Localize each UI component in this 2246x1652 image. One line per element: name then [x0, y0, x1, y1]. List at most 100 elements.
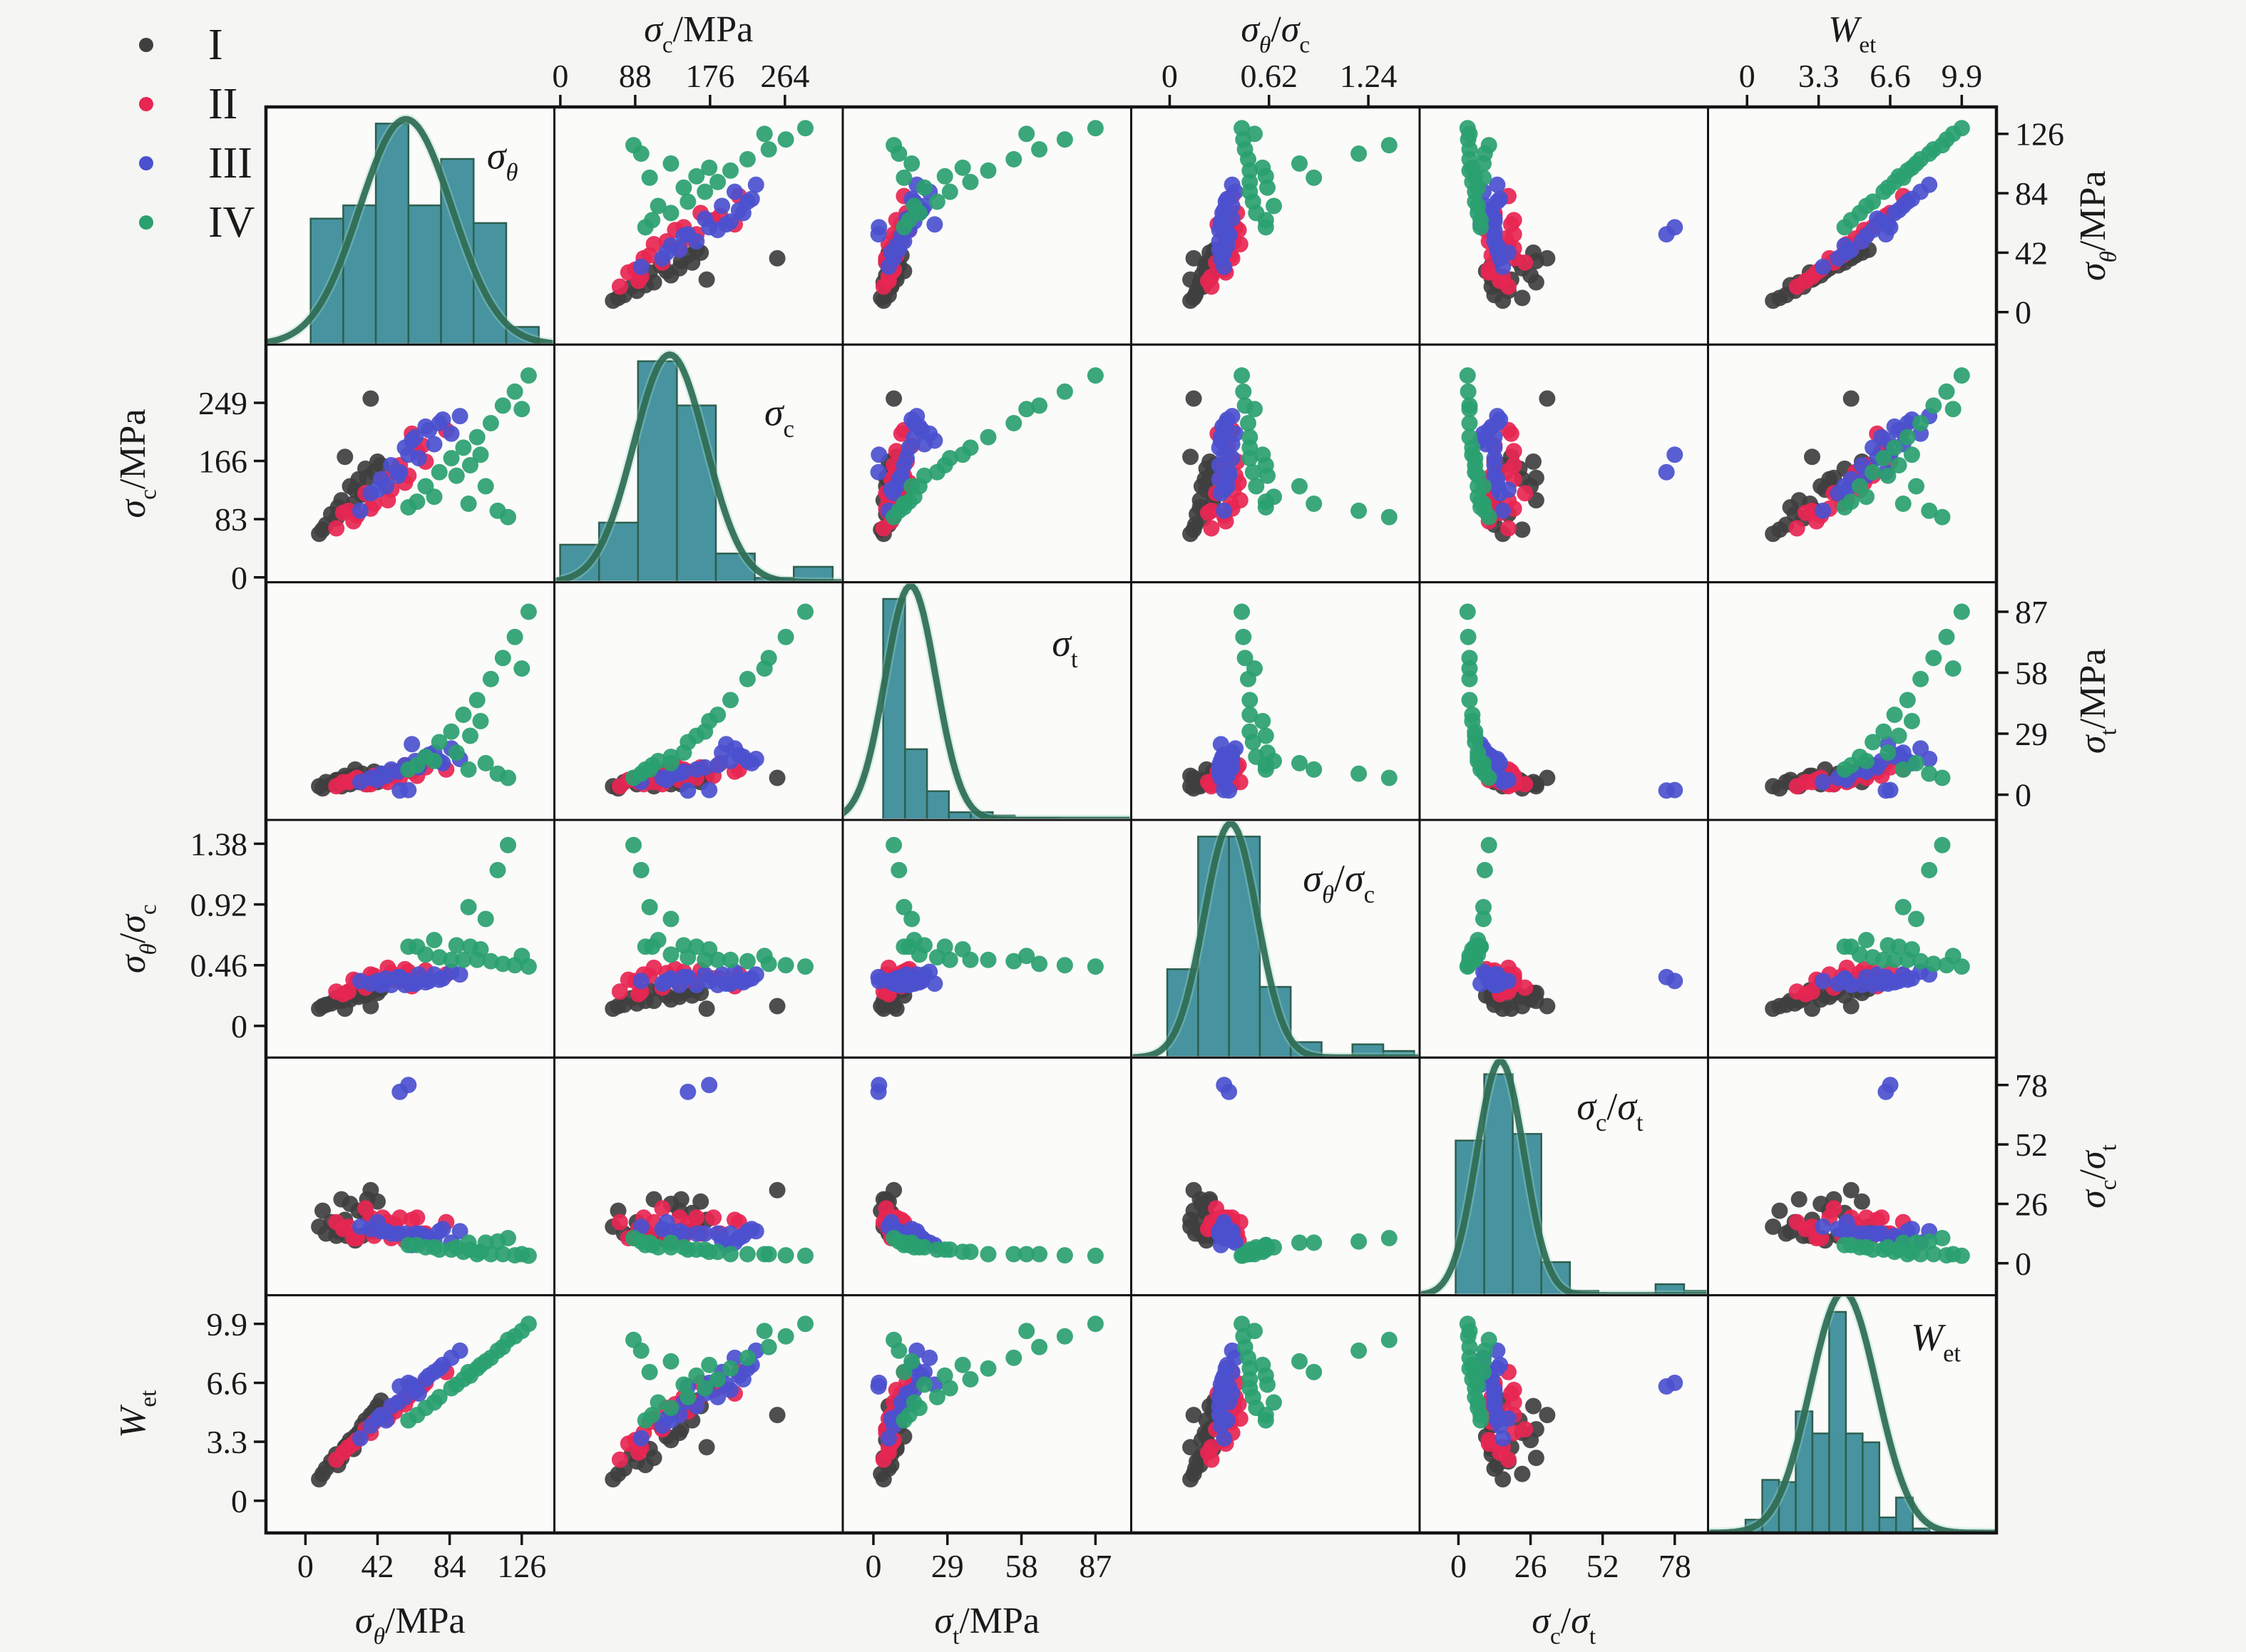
data-point-IV — [1480, 836, 1497, 853]
axis-tick-label: 0 — [297, 1548, 314, 1584]
data-point-II — [1231, 236, 1248, 252]
data-point-I — [1527, 1450, 1544, 1467]
scatter-group — [1182, 367, 1398, 543]
data-point-II — [1517, 485, 1534, 502]
legend-item-II: II — [139, 80, 237, 128]
data-point-IV — [980, 429, 997, 446]
axis-rct: 0 26 52 78 σc/σt 0 26 52 78 σc/σt — [1450, 1067, 2122, 1650]
data-point-IV — [1257, 756, 1274, 774]
matrix-cell-r1c3 — [841, 106, 1132, 346]
data-point-III — [1858, 227, 1875, 245]
data-point-II — [1492, 272, 1509, 289]
density-curve — [844, 583, 1130, 819]
data-point-IV — [1934, 836, 1951, 853]
matrix-cell-r4c4: σθ/σc — [1130, 819, 1421, 1059]
data-point-IV — [477, 478, 494, 495]
axis-tick-label: 0 — [865, 1548, 881, 1584]
data-point-III — [451, 1342, 468, 1359]
data-point-III — [718, 736, 734, 753]
data-point-IV — [1865, 734, 1882, 751]
data-point-IV — [1480, 508, 1497, 525]
data-point-III — [1216, 1410, 1233, 1427]
data-point-III — [443, 425, 460, 442]
data-point-III — [697, 210, 714, 227]
data-point-IV — [797, 120, 814, 137]
data-point-III — [1217, 193, 1234, 210]
axis-tick-label: 1.24 — [1340, 58, 1398, 94]
data-point-III — [883, 244, 900, 261]
hist-bar — [1828, 1310, 1847, 1532]
data-point-IV — [650, 197, 667, 215]
data-point-IV — [701, 1356, 718, 1373]
data-point-IV — [941, 951, 958, 968]
hist-bar — [904, 748, 928, 819]
data-point-IV — [980, 1246, 997, 1263]
data-point-IV — [1005, 953, 1022, 970]
data-point-III — [926, 432, 943, 449]
data-point-III — [714, 197, 731, 215]
data-point-IV — [1380, 1230, 1398, 1246]
data-point-IV — [1944, 660, 1962, 677]
axis-title-rthetac-top: σθ/σc — [1241, 9, 1310, 58]
data-point-III — [658, 244, 675, 261]
data-point-II — [1502, 425, 1519, 442]
data-point-IV — [1306, 169, 1323, 186]
histogram-group — [1132, 821, 1418, 1057]
data-point-IV — [954, 1243, 971, 1261]
data-point-IV — [1240, 415, 1256, 431]
data-point-IV — [928, 1389, 945, 1405]
data-point-III — [701, 781, 718, 799]
data-point-III — [906, 971, 923, 988]
data-point-IV — [697, 183, 714, 200]
data-point-III — [352, 1430, 369, 1447]
data-point-III — [404, 1376, 421, 1393]
data-point-I — [1539, 390, 1556, 407]
data-point-IV — [916, 467, 933, 484]
data-point-III — [871, 446, 888, 463]
data-point-III — [1899, 193, 1916, 210]
data-point-IV — [1461, 415, 1478, 431]
data-point-IV — [494, 955, 511, 973]
data-point-IV — [756, 125, 773, 143]
axis-tick-label: 3.3 — [207, 1424, 248, 1460]
data-point-I — [1525, 1397, 1542, 1415]
diag-variable-label: σθ — [487, 135, 518, 186]
matrix-cell-r3c5 — [1418, 581, 1709, 821]
data-point-III — [1815, 258, 1832, 275]
data-point-III — [431, 1360, 448, 1377]
data-point-IV — [739, 953, 756, 970]
matrix-cell-r6c4 — [1130, 1294, 1421, 1534]
data-point-IV — [472, 446, 489, 463]
data-point-IV — [1234, 1315, 1251, 1333]
data-point-I — [1790, 1191, 1807, 1208]
data-point-I — [359, 469, 376, 486]
data-point-I — [769, 1407, 786, 1424]
data-point-III — [352, 502, 369, 519]
axis-tick-label: 78 — [2015, 1067, 2048, 1104]
data-point-III — [400, 1077, 417, 1094]
data-point-II — [1502, 216, 1519, 233]
data-point-II — [1231, 1410, 1248, 1427]
data-point-IV — [489, 1342, 506, 1359]
data-point-IV — [1291, 1353, 1308, 1370]
axis-tick-label: 26 — [1514, 1548, 1547, 1584]
data-point-IV — [494, 1246, 511, 1263]
data-point-I — [1842, 1181, 1860, 1199]
cell-frame — [553, 1294, 844, 1534]
data-point-III — [1666, 973, 1683, 990]
data-point-III — [1216, 1430, 1233, 1447]
data-point-IV — [675, 937, 692, 954]
data-point-III — [1666, 781, 1683, 799]
data-point-IV — [506, 628, 523, 645]
scatter-group — [605, 120, 814, 309]
data-point-IV — [468, 429, 486, 446]
data-point-IV — [482, 415, 499, 431]
data-point-IV — [1246, 1323, 1263, 1340]
data-point-II — [620, 971, 637, 988]
axis-tick-label: 126 — [2015, 116, 2064, 153]
outer-frame — [264, 105, 1999, 1535]
data-point-IV — [520, 603, 537, 620]
data-point-III — [871, 1077, 888, 1094]
